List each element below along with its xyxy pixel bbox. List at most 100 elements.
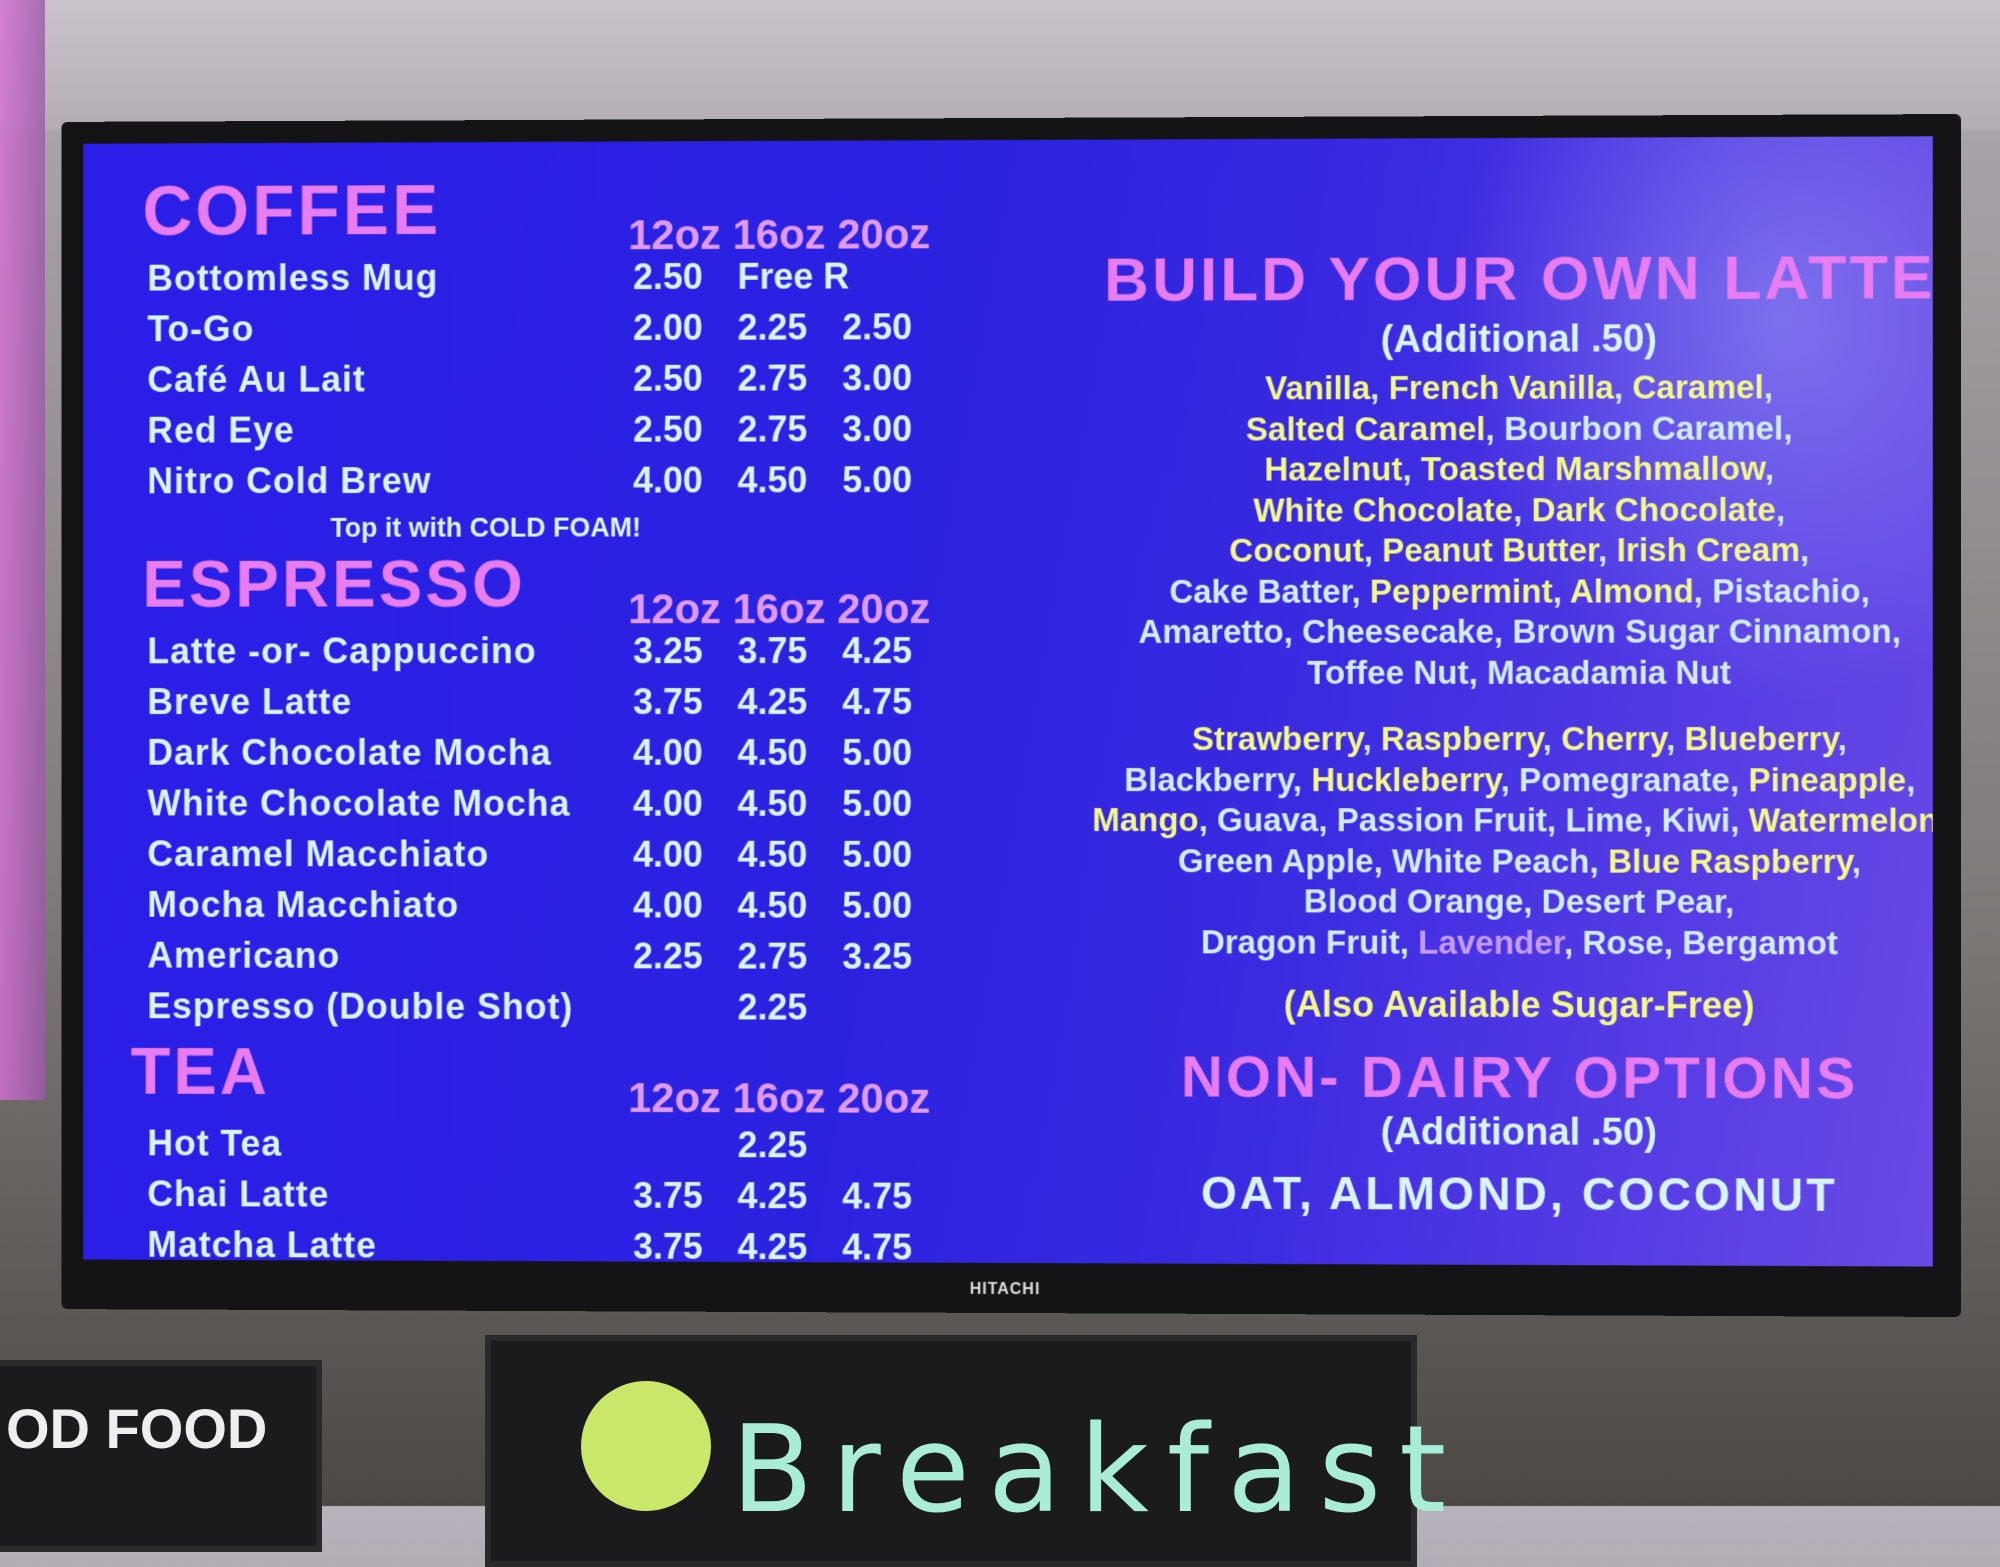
price-16oz: 4.25	[737, 681, 808, 722]
flavor-line: Cake Batter, Peppermint, Almond, Pistach…	[1067, 571, 1933, 612]
flavor-name: Lime	[1565, 801, 1644, 839]
flavor-name: Green Apple	[1177, 841, 1374, 879]
price-16oz: 3.75	[737, 630, 808, 672]
comma: ,	[1292, 760, 1312, 798]
comma: ,	[1724, 882, 1735, 921]
flavor-name: Blood Orange	[1303, 882, 1524, 920]
price-20oz: 4.75	[842, 1226, 913, 1267]
menu-item-row: Latte -or- Cappuccino 3.25 3.75 4.25	[83, 630, 977, 680]
menu-item-name: Nitro Cold Brew	[147, 460, 432, 502]
comma: ,	[1563, 923, 1583, 961]
flavor-line: Green Apple, White Peach, Blue Raspberry…	[1067, 841, 1933, 883]
flavor-list: Vanilla, French Vanilla, Caramel, Salted …	[1067, 367, 1933, 693]
price-12oz: 4.00	[633, 884, 703, 926]
flavor-line: Salted Caramel, Bourbon Caramel,	[1067, 407, 1933, 449]
menu-item-row: Nitro Cold Brew 4.00 4.50 5.00	[83, 459, 977, 510]
price-12oz: 4.00	[633, 459, 703, 501]
comma: ,	[1198, 801, 1218, 839]
breakfast-sign: Breakfast	[485, 1335, 1446, 1567]
flavor-name: Vanilla	[1265, 369, 1371, 407]
flavor-line: Mango, Guava, Passion Fruit, Lime, Kiwi,…	[1067, 800, 1933, 841]
size-header-16oz: 16oz	[732, 1074, 826, 1122]
flavor-line: Amaretto, Cheesecake, Brown Sugar Cinnam…	[1067, 611, 1933, 652]
price-16oz: 4.50	[737, 731, 808, 773]
comma: ,	[1763, 368, 1774, 406]
fruit-flavor-list: Strawberry, Raspberry, Cherry, Blueberry…	[1067, 719, 1933, 964]
flavor-name: Pineapple	[1748, 760, 1907, 799]
price-16oz: 2.25	[737, 986, 808, 1028]
non-dairy-title: NON- DAIRY OPTIONS	[1180, 1043, 1859, 1111]
flavor-name: Toasted Marshmallow	[1420, 449, 1765, 488]
flavor-line: White Chocolate, Dark Chocolate,	[1067, 489, 1933, 531]
comma: ,	[1399, 923, 1419, 961]
comma: ,	[1775, 490, 1786, 528]
flavor-name: Salted Caramel	[1245, 409, 1486, 448]
comma: ,	[1402, 450, 1421, 488]
price-20oz: 4.25	[842, 630, 913, 672]
comma: ,	[1351, 572, 1370, 610]
flavor-name: Cheesecake	[1302, 612, 1494, 650]
price-16oz: 2.75	[737, 935, 808, 977]
flavor-line: Blood Orange, Desert Pear,	[1067, 881, 1933, 923]
flavor-line: Vanilla, French Vanilla, Caramel,	[1067, 367, 1933, 410]
comma: ,	[1693, 571, 1713, 609]
flavor-name: Guava	[1217, 801, 1319, 839]
price-12oz: 2.25	[633, 935, 703, 977]
menu-item-row: Red Eye 2.50 2.75 3.00	[83, 408, 977, 460]
comma: ,	[1799, 530, 1810, 569]
flavor-name: Blackberry	[1124, 760, 1293, 798]
size-header-16oz: 16oz	[732, 210, 826, 258]
ceiling	[0, 0, 2000, 130]
price-16oz: 4.50	[737, 833, 808, 875]
comma: ,	[1764, 449, 1774, 487]
comma: ,	[1906, 760, 1916, 799]
size-header-12oz: 12oz	[628, 585, 722, 633]
flavor-name: Blue Raspberry	[1608, 842, 1852, 880]
comma: ,	[1547, 801, 1566, 839]
flavor-name: Macadamia Nut	[1486, 653, 1732, 691]
latte-additional: (Additional .50)	[1380, 318, 1658, 362]
menu-item-name: White Chocolate Mocha	[147, 782, 571, 824]
flavor-line: Toffee Nut, Macadamia Nut	[1067, 652, 1933, 693]
comma: ,	[1370, 369, 1389, 407]
price-12oz: 2.50	[633, 357, 703, 399]
price-20oz: 5.00	[842, 731, 913, 773]
tv-brand-logo: HITACHI	[969, 1280, 1041, 1299]
price-12oz: 2.50	[633, 255, 703, 298]
menu-item-row: Espresso (Double Shot) 2.25	[83, 985, 977, 1037]
size-header-20oz: 20oz	[837, 210, 931, 258]
price-16oz: 4.25	[737, 1226, 808, 1267]
comma: ,	[1362, 720, 1381, 758]
menu-item-name: Americano	[147, 934, 341, 976]
comma: ,	[1283, 612, 1303, 650]
size-header-16oz: 16oz	[732, 585, 826, 633]
comma: ,	[1598, 531, 1617, 569]
flavor-name: Peppermint	[1369, 571, 1553, 610]
size-header-12oz: 12oz	[628, 1074, 722, 1122]
flavor-line: Blackberry, Huckleberry, Pomegranate, Pi…	[1067, 760, 1933, 801]
menu-screen: BUILD YOUR OWN LATTE (Additional .50) Va…	[83, 136, 1933, 1267]
price-16oz: 2.75	[737, 357, 808, 399]
price-16oz: 2.25	[737, 306, 808, 348]
cold-foam-note: Top it with COLD FOAM!	[330, 512, 641, 543]
menu-item-name: Mocha Macchiato	[147, 883, 460, 926]
menu-item-name: Bottomless Mug	[147, 256, 439, 299]
comma: ,	[1373, 841, 1393, 879]
flavor-name: Dark Chocolate	[1531, 490, 1776, 528]
size-header-20oz: 20oz	[837, 1074, 931, 1122]
price-12oz: 4.00	[633, 782, 703, 824]
price-16oz: 4.50	[737, 884, 808, 926]
menu-item-name: Breve Latte	[147, 681, 353, 722]
comma: ,	[1552, 571, 1570, 610]
flavor-name: Desert Pear	[1541, 882, 1725, 921]
flavor-name: White Peach	[1392, 841, 1590, 880]
price-20oz: 4.75	[842, 681, 913, 722]
price-12oz: 3.75	[633, 1225, 703, 1267]
price-12oz: 3.25	[633, 630, 703, 672]
price-20oz: 5.00	[842, 782, 913, 824]
comma: ,	[1318, 801, 1337, 839]
sun-icon	[581, 1381, 711, 1511]
menu-item-name: Hot Tea	[147, 1122, 283, 1164]
flavor-name: Pomegranate	[1519, 760, 1730, 798]
menu-item-name: Latte -or- Cappuccino	[147, 630, 537, 672]
